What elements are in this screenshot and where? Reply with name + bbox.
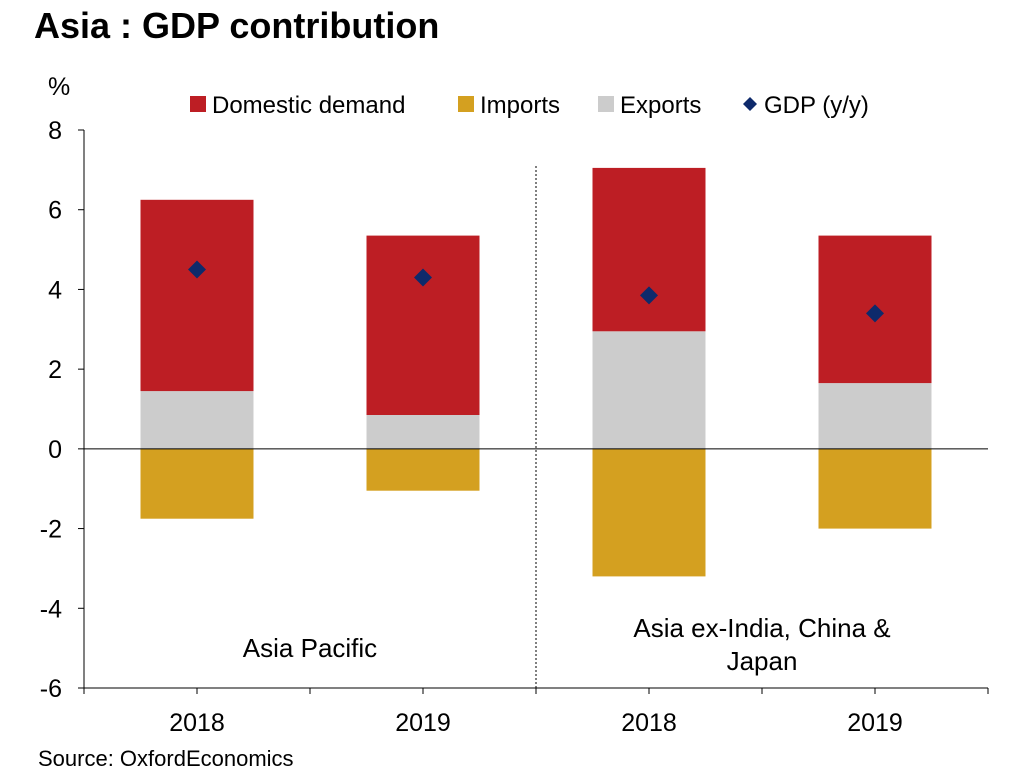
plot-area (84, 166, 988, 688)
bar-exports-3 (818, 383, 932, 449)
x-tick-label: 2018 (169, 709, 225, 737)
bar-domestic-demand-2 (592, 167, 706, 332)
x-axis: 2018 2019 2018 2019 (83, 687, 989, 737)
legend-item-domestic-demand: Domestic demand (190, 92, 405, 119)
bar-imports-2 (592, 448, 706, 577)
source-note: Source: OxfordEconomics (38, 746, 294, 771)
legend-label-domestic-demand: Domestic demand (212, 92, 405, 119)
legend-swatch-imports (458, 96, 474, 112)
x-tick-label: 2019 (395, 709, 451, 737)
x-tick-label: 2018 (621, 709, 677, 737)
legend-label-gdp-y-y: GDP (y/y) (764, 92, 869, 119)
bar-imports-3 (818, 448, 932, 529)
legend-label-imports: Imports (480, 92, 560, 119)
group-label-line: Japan (727, 646, 798, 676)
legend-label-exports: Exports (620, 92, 701, 119)
legend-swatch-domestic-demand (190, 96, 206, 112)
bar-domestic-demand-0 (140, 199, 254, 392)
y-tick-label: -4 (40, 595, 62, 623)
group-labels: Asia Pacific Asia ex-India, China & Japan (243, 613, 891, 676)
chart-title: Asia : GDP contribution (34, 5, 439, 46)
y-tick-label: 0 (48, 436, 62, 464)
y-axis: 8 6 4 2 0 -2 -4 -6 (40, 117, 85, 703)
legend-swatch-gdp-y-y (743, 97, 757, 111)
legend-item-gdp-y-y: GDP (y/y) (743, 92, 869, 119)
y-tick-label: -2 (40, 516, 62, 544)
y-tick-label: 2 (48, 356, 62, 384)
bar-domestic-demand-1 (366, 235, 480, 415)
marker-gdp-y-y-0 (188, 260, 206, 279)
bar-exports-0 (140, 391, 254, 449)
marker-gdp-y-y-3 (866, 304, 884, 323)
y-tick-label: 8 (48, 117, 62, 145)
x-tick-label: 2019 (847, 709, 903, 737)
group-label-asia-pacific: Asia Pacific (243, 633, 377, 663)
bar-exports-2 (592, 331, 706, 449)
y-tick-label: -6 (40, 675, 62, 703)
legend-item-exports: Exports (598, 92, 701, 119)
marker-gdp-y-y-2 (640, 286, 658, 305)
y-tick-label: 6 (48, 197, 62, 225)
legend-swatch-exports (598, 96, 614, 112)
bar-exports-1 (366, 415, 480, 449)
y-tick-label: 4 (48, 276, 62, 304)
y-axis-unit: % (48, 73, 70, 101)
bar-imports-0 (140, 448, 254, 519)
group-label-line: Asia ex-India, China & (633, 613, 890, 643)
group-label-asia-ex-india-china-japan: Asia ex-India, China & Japan (633, 613, 890, 676)
marker-gdp-y-y-1 (414, 268, 432, 287)
legend: Domestic demand Imports Exports GDP (y/y) (190, 92, 869, 119)
legend-item-imports: Imports (458, 92, 560, 119)
bar-imports-1 (366, 448, 480, 491)
